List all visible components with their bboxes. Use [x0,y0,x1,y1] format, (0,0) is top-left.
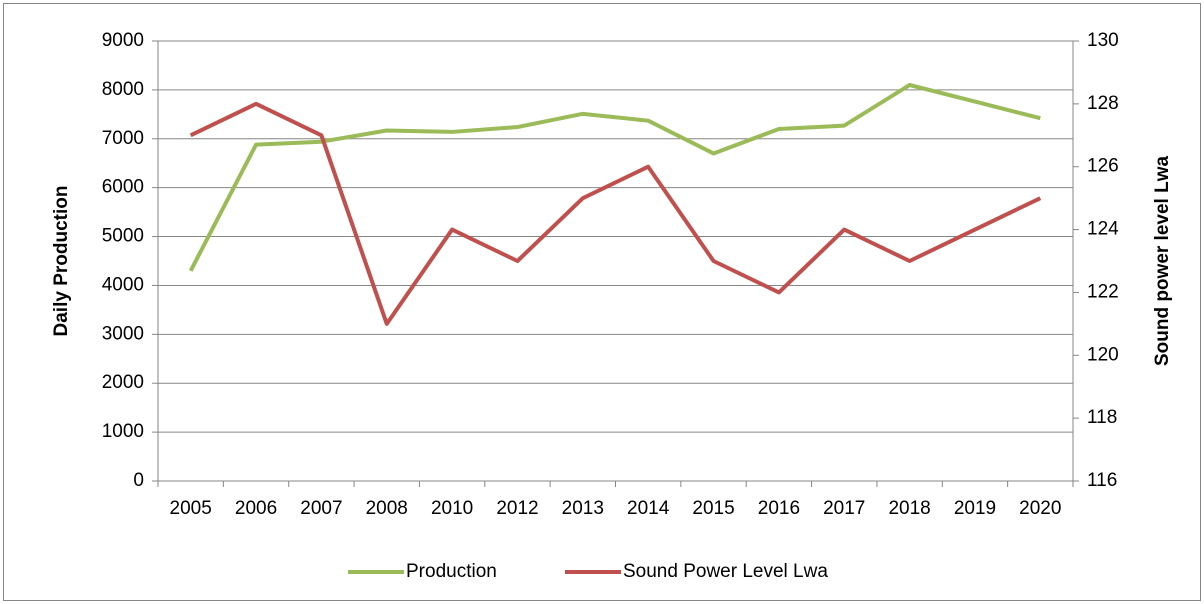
y2-tick-label: 124 [1087,219,1119,240]
y2-tick-label: 126 [1087,156,1119,177]
y-tick-label: 8000 [102,79,144,100]
y2-axis-title: Sound power level Lwa [1152,156,1173,367]
legend-label: Production [406,561,497,582]
x-tick-label: 2017 [823,498,865,519]
x-tick-label: 2015 [692,498,734,519]
y-tick-label: 7000 [102,128,144,149]
y2-tick-label: 128 [1087,93,1119,114]
x-tick-label: 2014 [627,498,670,519]
x-tick-label: 2006 [235,498,277,519]
y-tick-label: 9000 [102,30,144,51]
y2-tick-label: 120 [1087,344,1119,365]
y-tick-label: 2000 [102,372,144,393]
x-tick-label: 2018 [888,498,930,519]
x-tick-label: 2019 [954,498,996,519]
series-line [188,83,1041,272]
y-tick-label: 6000 [102,177,144,198]
x-tick-label: 2008 [366,498,408,519]
y2-tick-label: 116 [1087,470,1117,491]
x-tick-label: 2013 [562,498,604,519]
y-tick-label: 4000 [102,274,144,295]
y2-tick-label: 118 [1087,407,1117,428]
series-line [189,101,1042,326]
y-tick-label: 1000 [102,421,144,442]
y2-tick-label: 130 [1087,30,1119,51]
x-tick-label: 2016 [758,498,800,519]
y-axis-title: Daily Production [51,186,72,337]
x-tick-label: 2020 [1019,498,1061,519]
x-tick-label: 2007 [300,498,342,519]
x-tick-label: 2012 [496,498,538,519]
y-tick-label: 3000 [102,323,144,344]
x-tick-label: 2005 [170,498,212,519]
y2-tick-label: 122 [1087,281,1119,302]
x-tick-label: 2010 [431,498,473,519]
chart-frame [3,3,1201,601]
y-tick-label: 5000 [102,226,144,247]
legend-label: Sound Power Level Lwa [623,561,828,582]
y-tick-label: 0 [133,470,144,491]
